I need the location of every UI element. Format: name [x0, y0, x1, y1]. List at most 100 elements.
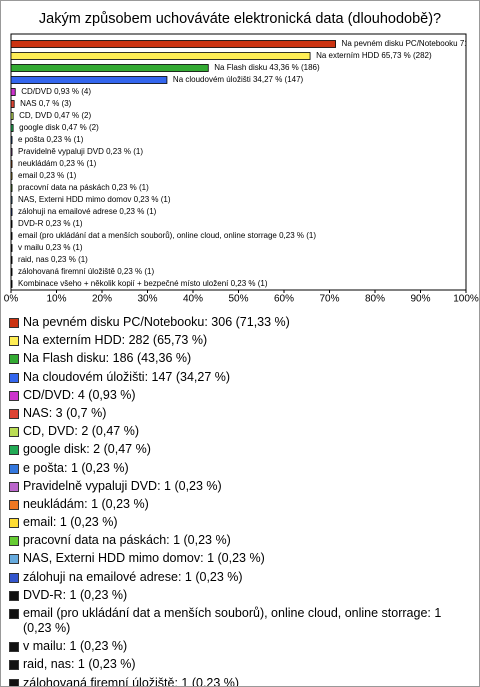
legend-item: zálohovaná firemní úložiště: 1 (0,23 %): [9, 675, 471, 687]
legend-label: NAS, Externi HDD mimo domov: 1 (0,23 %): [23, 551, 265, 566]
bar: [11, 40, 336, 48]
bar-label: Na pevném disku PC/Notebooku 71,33 % (30…: [342, 39, 479, 48]
chart: Jakým způsobem uchováváte elektronická d…: [4, 11, 479, 305]
legend-label: Na externím HDD: 282 (65,73 %): [23, 333, 208, 348]
x-tick-label: 20%: [92, 294, 112, 305]
legend-swatch: [9, 372, 19, 383]
legend-swatch: [9, 660, 19, 671]
bar: [11, 148, 13, 156]
legend-item: Na externím HDD: 282 (65,73 %): [9, 333, 471, 348]
bar-label: Pravidelně vypaluji DVD 0,23 % (1): [18, 147, 143, 156]
bar-label: e pošta 0,23 % (1): [18, 135, 84, 144]
x-tick-label: 90%: [410, 294, 430, 305]
legend-swatch: [9, 318, 19, 328]
legend-item: CD/DVD: 4 (0,93 %): [9, 388, 471, 403]
legend-swatch: [9, 354, 19, 365]
legend-swatch: [9, 481, 19, 492]
x-tick-label: 100%: [453, 294, 479, 305]
legend-swatch: [9, 678, 19, 686]
bar-label: Kombinace všeho + několik kopií + bezpeč…: [18, 279, 268, 288]
bar-label: email (pro ukládání dat a menších soubor…: [18, 231, 316, 240]
bar-label: NAS, Externi HDD mimo domov 0,23 % (1): [18, 195, 171, 204]
legend-item: NAS, Externi HDD mimo domov: 1 (0,23 %): [9, 551, 471, 566]
bar-label: google disk 0,47 % (2): [19, 123, 99, 132]
legend: Na pevném disku PC/Notebooku: 306 (71,33…: [9, 315, 471, 687]
legend-label: pracovní data na páskách: 1 (0,23 %): [23, 533, 231, 548]
legend-item: email: 1 (0,23 %): [9, 515, 471, 530]
legend-swatch: [9, 336, 19, 347]
bar: [11, 160, 13, 168]
bar: [11, 64, 209, 72]
legend-item: zálohuji na emailové adrese: 1 (0,23 %): [9, 570, 471, 585]
bar-label: CD, DVD 0,47 % (2): [19, 111, 91, 120]
legend-item: DVD-R: 1 (0,23 %): [9, 588, 471, 603]
legend-label: zálohuji na emailové adrese: 1 (0,23 %): [23, 569, 243, 584]
legend-item: raid, nas: 1 (0,23 %): [9, 657, 471, 672]
bar: [11, 100, 15, 108]
bar: [11, 88, 16, 96]
legend-swatch: [9, 572, 19, 583]
legend-item: CD, DVD: 2 (0,47 %): [9, 424, 471, 439]
legend-swatch: [9, 642, 19, 653]
x-tick-label: 0%: [4, 294, 19, 305]
legend-swatch: [9, 408, 19, 419]
legend-item: Pravidelně vypaluji DVD: 1 (0,23 %): [9, 479, 471, 494]
x-tick-label: 60%: [274, 294, 294, 305]
chart-title: Jakým způsobem uchováváte elektronická d…: [39, 11, 441, 27]
legend-label: Pravidelně vypaluji DVD: 1 (0,23 %): [23, 478, 222, 493]
bar: [11, 244, 13, 252]
legend-label: google disk: 2 (0,47 %): [23, 442, 151, 457]
legend-item: Na cloudovém úložišti: 147 (34,27 %): [9, 370, 471, 385]
legend-swatch: [9, 554, 19, 565]
bar-label: raid, nas 0,23 % (1): [18, 255, 88, 264]
legend-label: v mailu: 1 (0,23 %): [23, 639, 128, 654]
legend-item: pracovní data na páskách: 1 (0,23 %): [9, 533, 471, 548]
bar-label: zálohovaná firemní úložiště 0,23 % (1): [18, 267, 154, 276]
bar: [11, 76, 168, 84]
legend-swatch: [9, 427, 19, 438]
x-tick-label: 80%: [365, 294, 385, 305]
legend-item: e pošta: 1 (0,23 %): [9, 461, 471, 476]
legend-label: Na cloudovém úložišti: 147 (34,27 %): [23, 369, 231, 384]
legend-label: CD/DVD: 4 (0,93 %): [23, 387, 136, 402]
legend-item: NAS: 3 (0,7 %): [9, 406, 471, 421]
legend-label: zálohovaná firemní úložiště: 1 (0,23 %): [23, 675, 240, 687]
legend-item: Na pevném disku PC/Notebooku: 306 (71,33…: [9, 315, 471, 330]
bar: [11, 280, 13, 288]
bar-label: email 0,23 % (1): [18, 171, 77, 180]
bar: [11, 112, 14, 120]
bar-label: pracovní data na páskách 0,23 % (1): [18, 183, 149, 192]
bar: [11, 232, 13, 240]
bar-label: DVD-R 0,23 % (1): [18, 219, 83, 228]
x-tick-label: 50%: [228, 294, 248, 305]
x-tick-label: 70%: [319, 294, 339, 305]
x-tick-label: 40%: [183, 294, 203, 305]
legend-label: email: 1 (0,23 %): [23, 515, 118, 530]
legend-label: raid, nas: 1 (0,23 %): [23, 657, 136, 672]
legend-swatch: [9, 518, 19, 529]
bar: [11, 136, 13, 144]
legend-label: CD, DVD: 2 (0,47 %): [23, 424, 140, 439]
x-tick-label: 10%: [46, 294, 66, 305]
legend-swatch: [9, 536, 19, 547]
legend-swatch: [9, 390, 19, 401]
bar: [11, 172, 13, 180]
bar-label: NAS 0,7 % (3): [20, 99, 71, 108]
legend-label: neukládám: 1 (0,23 %): [23, 496, 149, 511]
bars: Na pevném disku PC/Notebooku 71,33 % (30…: [11, 39, 479, 288]
bar-label: Na Flash disku 43,36 % (186): [214, 63, 320, 72]
legend-label: email (pro ukládání dat a menších soubor…: [23, 606, 442, 635]
bar-label: v mailu 0,23 % (1): [18, 243, 83, 252]
bar: [11, 220, 13, 228]
bar: [11, 256, 13, 264]
legend-label: DVD-R: 1 (0,23 %): [23, 587, 128, 602]
legend-swatch: [9, 463, 19, 474]
bar: [11, 208, 13, 216]
legend-label: Na pevném disku PC/Notebooku: 306 (71,33…: [23, 315, 290, 329]
legend-swatch: [9, 609, 19, 619]
legend-swatch: [9, 499, 19, 510]
bar-label: Na externím HDD 65,73 % (282): [316, 51, 432, 60]
legend-label: NAS: 3 (0,7 %): [23, 405, 107, 420]
legend-item: v mailu: 1 (0,23 %): [9, 639, 471, 654]
bar-label: neukládám 0,23 % (1): [18, 159, 97, 168]
